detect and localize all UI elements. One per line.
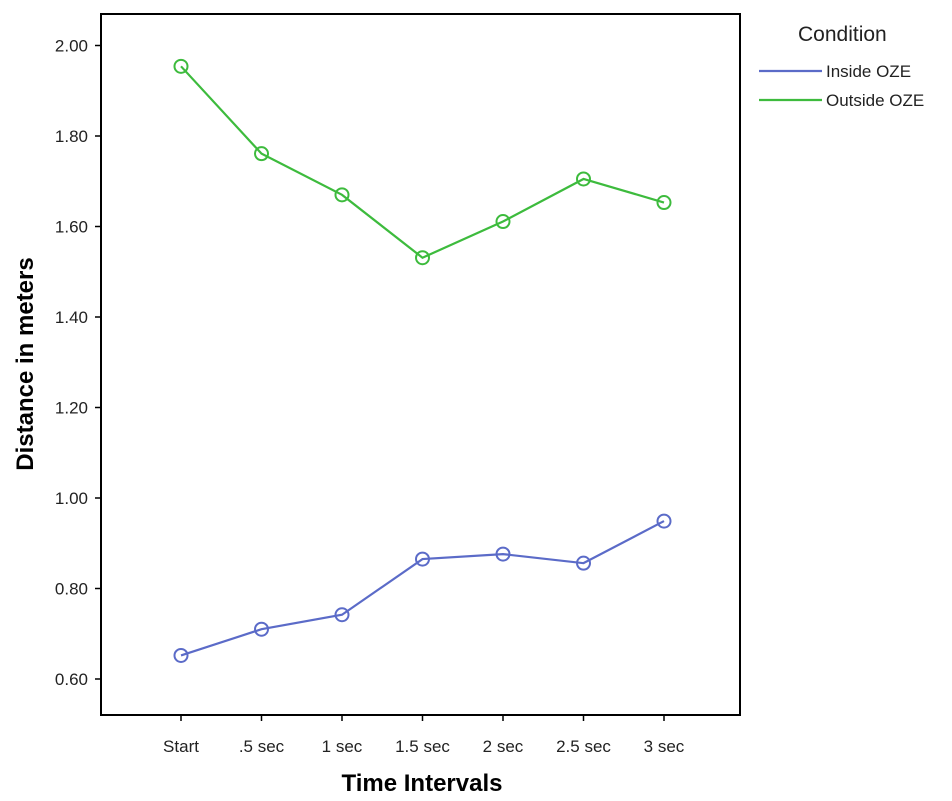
data-point [415,551,430,567]
x-tick-label: 3 sec [644,737,685,756]
legend-label: Inside OZE [826,62,911,81]
data-point [334,607,350,623]
y-tick-label: 1.20 [55,399,88,418]
data-point [576,555,591,571]
data-point [576,171,591,187]
x-tick-label: 1 sec [322,737,363,756]
x-tick-label: 1.5 sec [395,737,450,756]
legend: Condition Inside OZE Outside OZE [759,23,924,110]
y-tick-label: 1.80 [55,127,88,146]
data-point [656,195,672,211]
series-line [180,65,665,259]
data-point [415,250,430,266]
y-tick-label: 0.80 [55,580,88,599]
data-point [656,513,672,529]
data-point [254,621,269,637]
y-tick-label: 1.40 [55,308,88,327]
x-tick-label: 2.5 sec [556,737,611,756]
x-axis: Start .5 sec 1 sec 1.5 sec 2 sec 2.5 sec 3 sec [163,715,685,756]
y-tick-label: 1.00 [55,489,88,508]
x-axis-title: Time Intervals [342,770,503,797]
y-tick-label: 1.60 [55,218,88,237]
y-axis: 0.60 0.80 1.00 1.20 1.40 1.60 1.80 2.00 [55,37,101,689]
x-tick-label: .5 sec [239,737,285,756]
legend-title: Condition [798,23,887,46]
x-tick-label: Start [163,737,199,756]
data-point [173,58,189,74]
y-axis-title: Distance in meters [12,257,39,470]
y-tick-label: 0.60 [55,670,88,689]
data-point [334,187,350,203]
series-line [180,520,665,657]
data-point [254,146,269,162]
legend-label: Outside OZE [826,91,924,110]
data-point [495,214,511,230]
data-point [173,647,189,663]
data-point [495,546,511,562]
y-tick-label: 2.00 [55,37,88,56]
x-tick-label: 2 sec [483,737,524,756]
plot-frame [100,13,741,716]
series-layer [173,58,672,663]
